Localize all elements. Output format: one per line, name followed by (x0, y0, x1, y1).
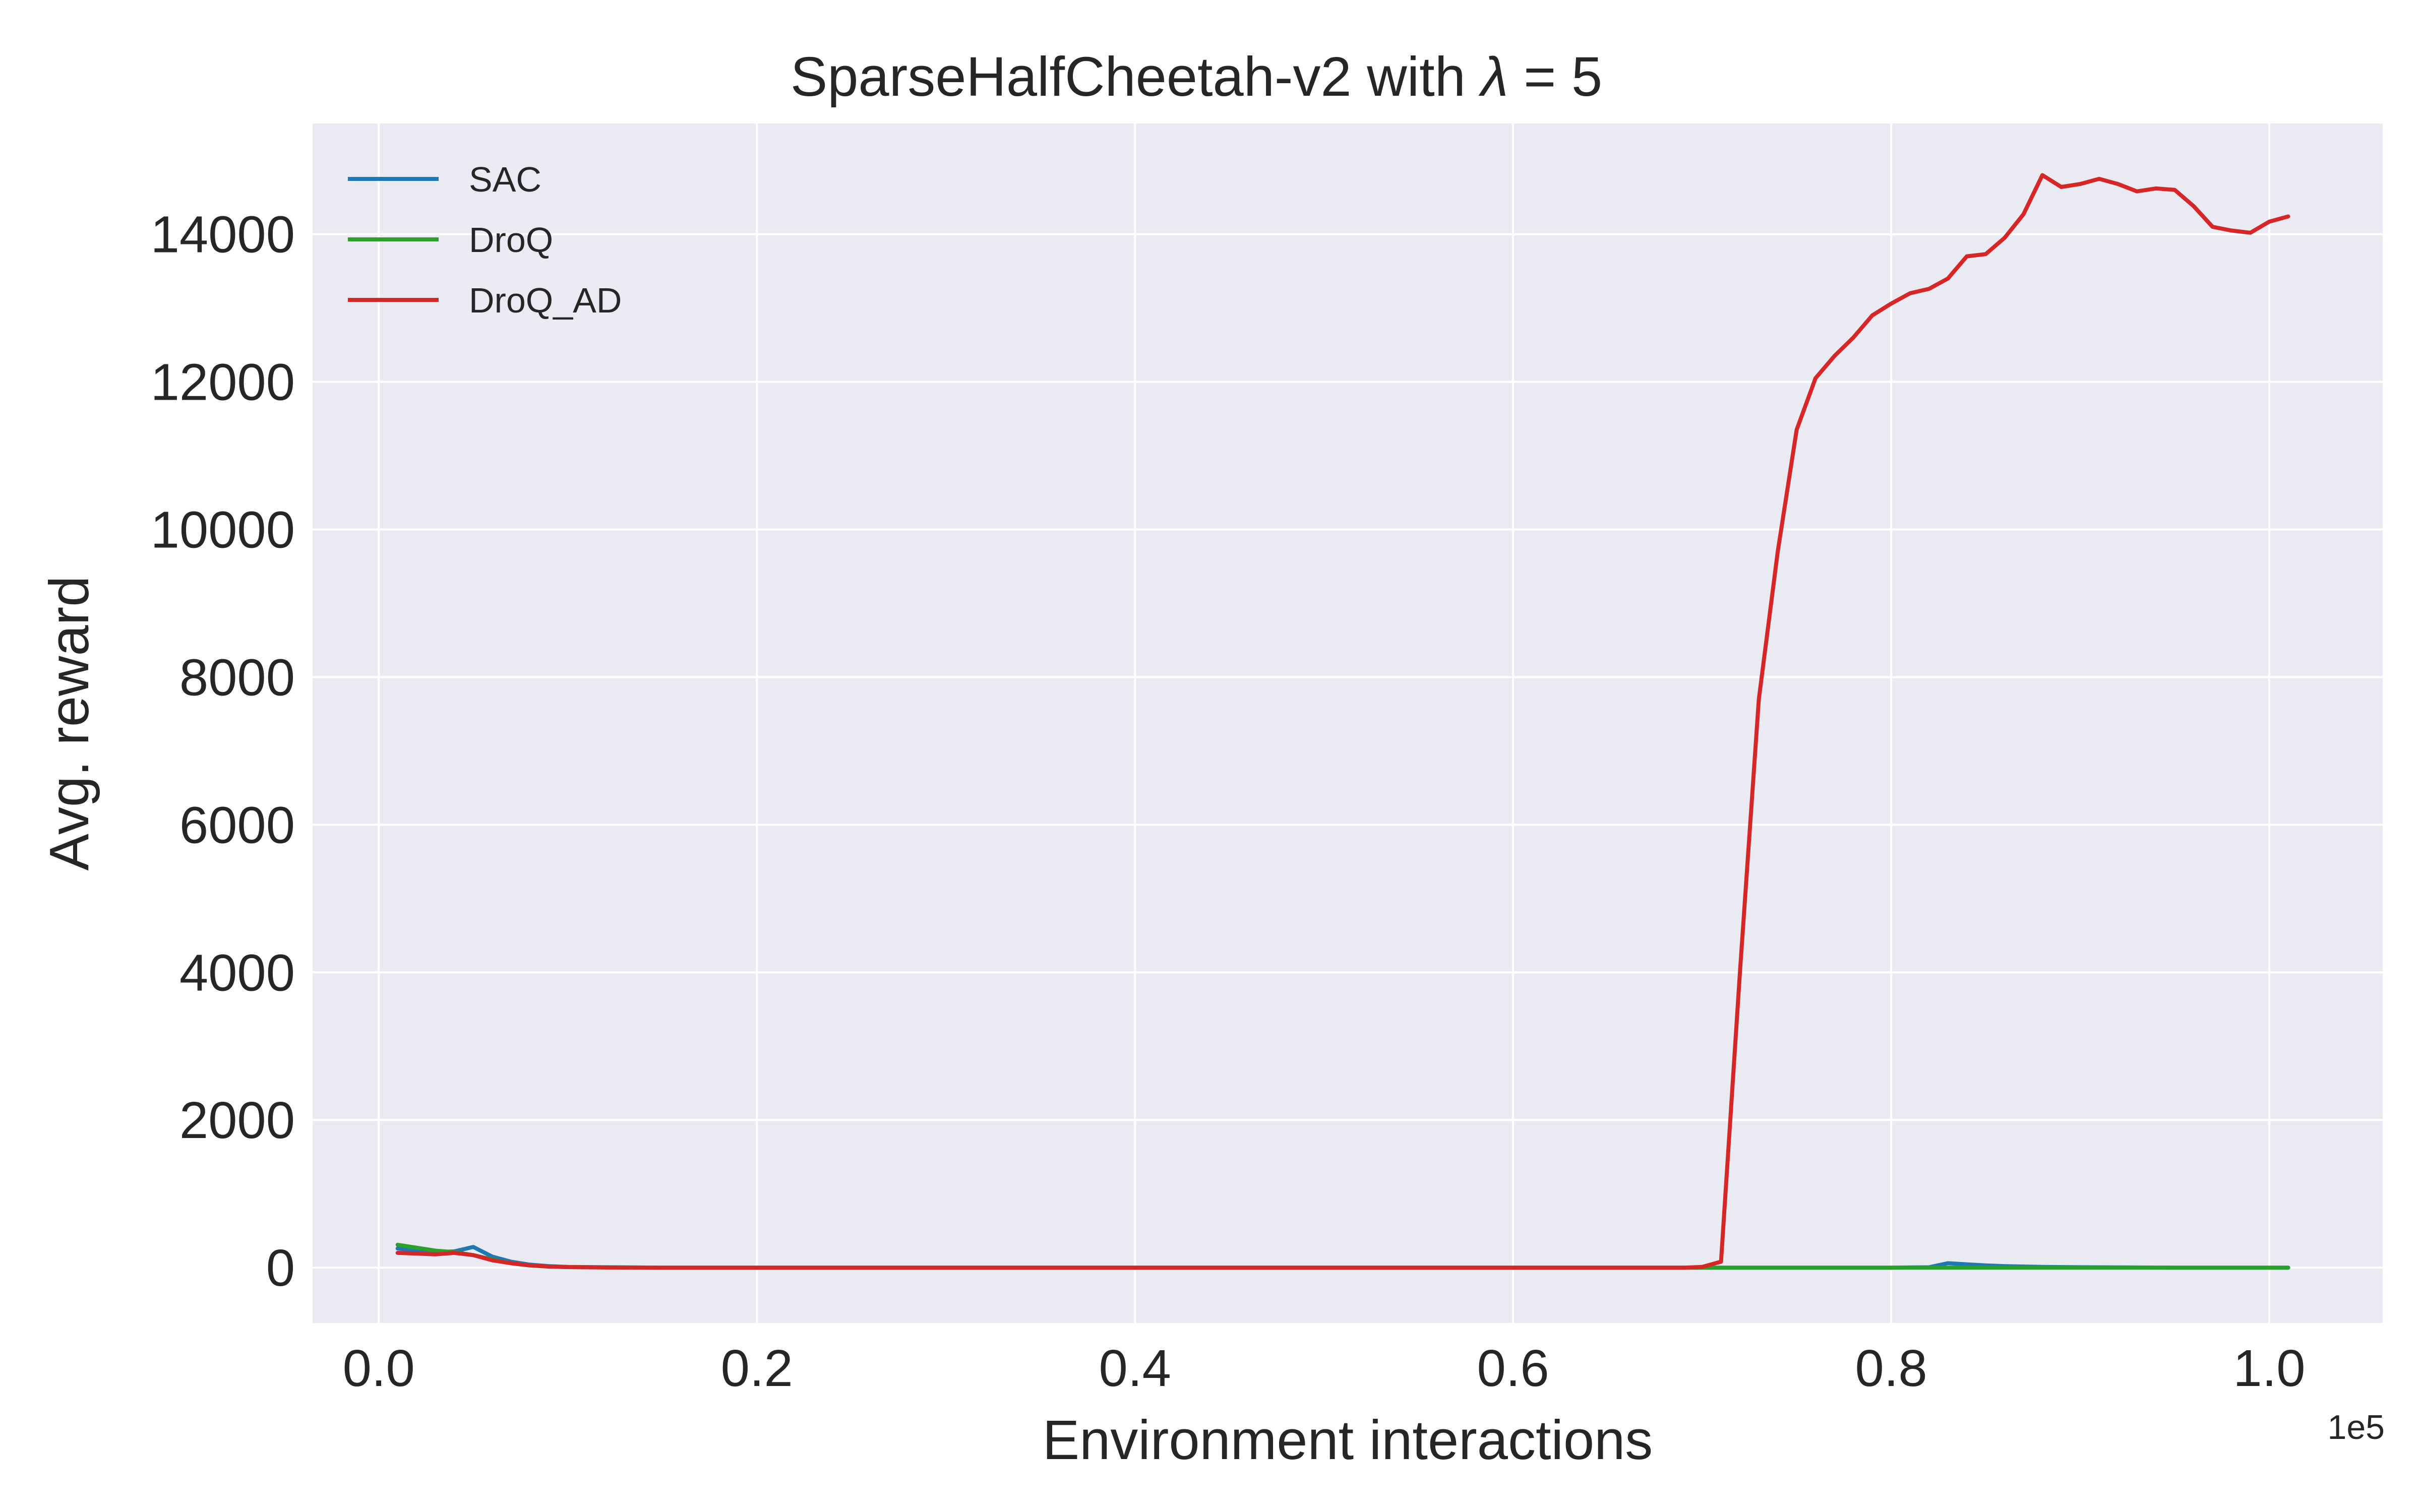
x-gridlines (378, 123, 2271, 1323)
y-gridlines (313, 233, 2383, 1269)
y-tick-label: 10000 (151, 501, 295, 559)
series-layer (395, 173, 2290, 1270)
y-tick-label: 12000 (151, 353, 295, 411)
y-tick-label: 2000 (179, 1091, 295, 1149)
x-tick-label: 0.6 (1477, 1339, 1549, 1397)
legend-label: SAC (469, 160, 541, 199)
x-tick-labels: 0.0 0.2 0.4 0.6 0.8 1.0 (343, 1339, 2306, 1397)
x-tick-label: 0.4 (1099, 1339, 1171, 1397)
x-axis-offset: 1e5 (2328, 1408, 2385, 1446)
legend: SAC DroQ DroQ_AD (348, 160, 622, 320)
chart-title: SparseHalfCheetah-v2 with λ = 5 (791, 46, 1602, 108)
chart-title-symbol: λ (1478, 46, 1508, 108)
plot-background (313, 123, 2383, 1323)
x-axis-label: Environment interactions (1043, 1409, 1653, 1471)
series-line-droq-ad (395, 173, 2290, 1270)
x-tick-label: 0.2 (721, 1339, 793, 1397)
y-tick-label: 4000 (179, 943, 295, 1001)
y-axis-label: Avg. reward (38, 576, 100, 871)
chart-title-main: SparseHalfCheetah-v2 with (791, 46, 1481, 108)
legend-label: DroQ_AD (469, 281, 622, 320)
y-tick-labels: 0 2000 4000 6000 8000 10000 12000 14000 (151, 206, 295, 1297)
x-tick-label: 0.8 (1855, 1339, 1927, 1397)
y-tick-label: 0 (266, 1239, 295, 1297)
x-tick-label: 1.0 (2233, 1339, 2305, 1397)
chart-title-tail: = 5 (1508, 46, 1603, 108)
legend-label: DroQ (469, 220, 553, 260)
x-tick-label: 0.0 (343, 1339, 415, 1397)
y-tick-label: 6000 (179, 796, 295, 854)
y-tick-label: 8000 (179, 648, 295, 706)
y-tick-label: 14000 (151, 206, 295, 264)
